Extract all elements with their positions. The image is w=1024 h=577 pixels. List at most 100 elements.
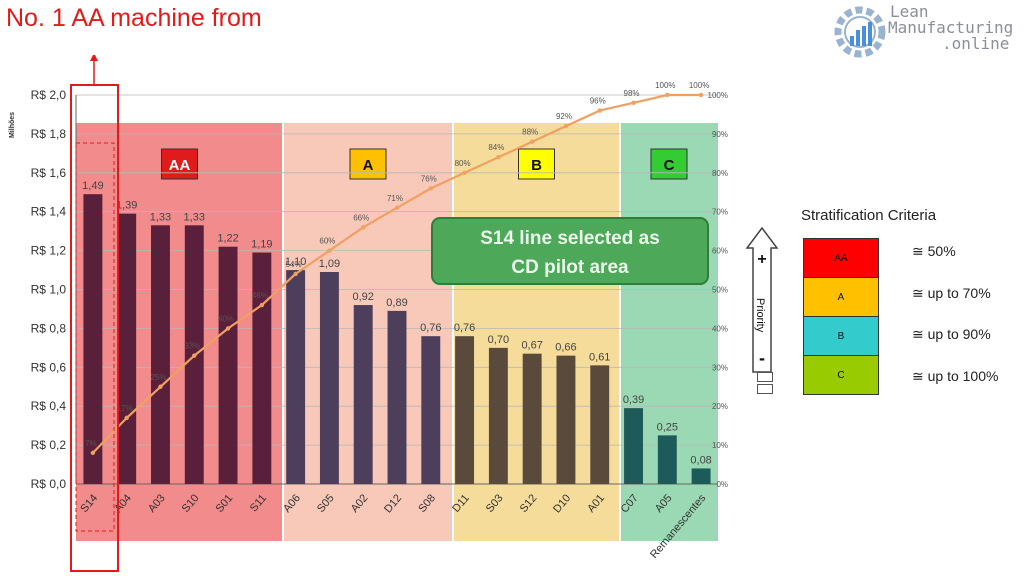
y2-tick-label: 10% [712,441,728,450]
headline: No. 1 AA machine from [6,4,262,32]
bar-value-label: 1,39 [116,200,137,212]
cumulative-label: 92% [556,112,572,121]
legend-desc-a: ≅ up to 70% [912,285,991,301]
highlight-dashed-box [75,142,115,532]
priority-plus: + [757,251,766,268]
cumulative-point [496,155,501,160]
bar-value-label: 1,19 [251,239,272,251]
bar-value-label: 1,33 [184,211,205,223]
y-tick-label: R$ 0,4 [31,399,67,413]
callout-text-line-1: S14 line selected as [480,228,660,249]
bar-d11 [455,336,475,484]
y2-tick-label: 60% [712,247,728,256]
y-tick-label: R$ 1,0 [31,283,67,297]
bar-a06 [286,270,306,484]
y-tick-label: R$ 0,8 [31,321,67,335]
cumulative-label: 100% [655,81,675,90]
cumulative-point [563,123,569,129]
y-axis-label: Milhões [9,112,16,138]
bar-s12 [522,353,542,484]
gear-chart-icon [834,6,886,58]
y-tick-label: R$ 1,8 [31,127,67,141]
zone-a-label: A [363,157,374,174]
bar-value-label: 0,76 [420,322,441,334]
cumulative-point [665,92,670,98]
cumulative-label: 46% [252,291,268,300]
bar-s08 [421,336,441,484]
bar-value-label: 0,61 [589,351,610,363]
legend-swatch-b: B [803,316,879,356]
cumulative-label: 40% [218,314,234,323]
y2-tick-label: 70% [712,208,728,217]
y2-tick-label: 50% [712,286,728,295]
cumulative-point [124,415,129,421]
bar-value-label: 0,89 [386,297,407,309]
y2-tick-label: 40% [712,324,728,333]
callout-box [431,217,709,285]
priority-box-1 [757,372,773,382]
cumulative-point [192,353,197,358]
y-tick-label: R$ 1,6 [31,166,67,180]
cumulative-label: 71% [387,194,403,203]
y2-tick-label: 0% [716,480,728,489]
logo [834,6,886,58]
bar-s01 [218,246,238,484]
y-tick-label: R$ 0,2 [31,438,67,452]
y-tick-label: R$ 2,0 [31,88,67,102]
priority-box-2 [757,384,773,394]
bar-s14 [83,194,103,484]
logo-line-3: .online [942,34,1010,53]
legend-swatch-c: C [803,355,879,395]
cumulative-point [428,186,433,191]
priority-label: Priority [754,298,766,333]
bar-value-label: 0,92 [352,291,373,303]
cumulative-label: 76% [421,174,437,183]
highlight-arrowhead [90,55,98,61]
y-tick-label: R$ 0,6 [31,360,67,374]
cumulative-label: 66% [353,213,369,222]
bar-remanescentes [691,468,711,484]
bar-a04 [117,213,137,484]
bar-s03 [488,347,508,484]
y2-tick-label: 80% [712,169,728,178]
cumulative-label: 60% [319,237,335,246]
y-tick-label: R$ 1,4 [31,205,67,219]
legend-desc-c: ≅ up to 100% [912,368,999,384]
zone-aa-label: AA [169,157,191,174]
bar-s05 [319,271,339,484]
cumulative-label: 17% [117,404,133,413]
callout-text-line-2: CD pilot area [511,257,629,278]
cumulative-label: 96% [590,97,606,106]
y2-tick-label: 20% [712,402,728,411]
bar-value-label: 0,08 [690,454,711,466]
legend-title: Stratification Criteria [801,207,937,224]
cumulative-point [225,326,231,331]
bar-value-label: 0,66 [555,342,576,354]
zone-c-tag [650,148,688,180]
cumulative-label: 88% [522,128,538,137]
priority-minus: - [759,348,765,368]
cumulative-point [90,450,96,456]
cumulative-point [293,271,298,277]
cumulative-point [462,170,467,175]
bar-a02 [353,305,373,484]
cumulative-label: 7% [85,439,97,448]
legend-swatch-aa: AA [803,238,879,278]
zone-b-tag [518,148,555,180]
zone-b-label: B [531,157,542,174]
bar-value-label: 0,76 [454,322,475,334]
y-tick-label: R$ 0,0 [31,477,67,491]
legend-swatch-a: A [803,277,879,317]
bar-a03 [151,225,170,484]
zone-c-label: C [664,157,675,174]
bar-value-label: 0,70 [488,334,509,346]
cumulative-point [597,108,602,113]
bar-value-label: 1,10 [285,256,306,268]
bar-value-label: 1,49 [82,180,103,192]
cumulative-point [529,139,535,144]
zone-aa-tag [161,148,198,180]
y2-tick-label: 90% [712,130,728,139]
bar-value-label: 1,22 [217,233,238,245]
cumulative-label: 98% [624,89,640,98]
cumulative-point [394,205,400,211]
